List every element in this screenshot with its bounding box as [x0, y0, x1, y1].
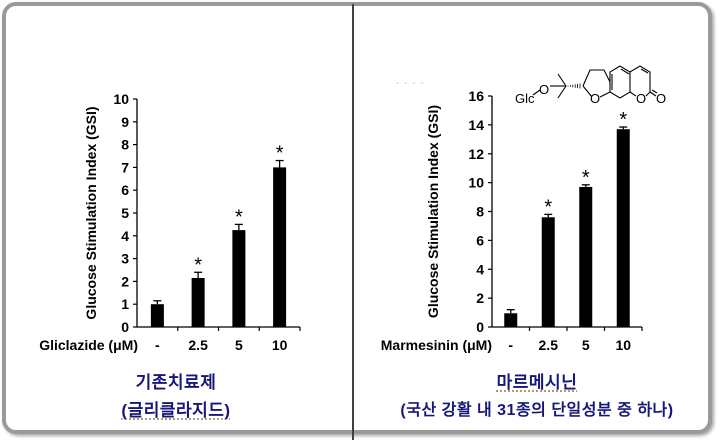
y-tick-label: 10 [468, 175, 484, 191]
y-tick-label: 14 [468, 117, 484, 133]
marmesinin-bar-chart: 0 2 4 6 8 10 12 14 16 - * 2.5 * 5 * 10 Marmesinin (μM) Gl… [381, 65, 666, 353]
x-tick-label: - [155, 337, 160, 353]
bar [273, 167, 287, 327]
x-tick-label: 2.5 [188, 337, 208, 353]
significance-asterisk: * [619, 109, 627, 131]
bar [541, 217, 555, 327]
dotted-marker: - - - - [396, 78, 425, 89]
figure-frame [2, 2, 712, 434]
x-tick-label: 10 [615, 337, 631, 353]
significance-asterisk: * [235, 206, 243, 228]
bar [150, 304, 164, 327]
svg-text:O: O [636, 91, 646, 106]
y-tick-label: 5 [121, 205, 129, 221]
x-tick-label: 10 [272, 337, 288, 353]
right-caption-subtitle: (국산 강활 내 31종의 단일성분 중 하나) [400, 402, 674, 419]
svg-text:Glc: Glc [515, 91, 535, 106]
gliclazide-bar-chart: 0 1 2 3 4 5 6 7 8 9 10 - * 2.5 * 5 * 10 Gliclazide (μM) Glu… [39, 91, 301, 353]
x-tick-label: 5 [235, 337, 243, 353]
y-tick-label: 8 [476, 204, 484, 220]
y-tick-label: 8 [121, 137, 129, 153]
y-tick-label: 3 [121, 251, 129, 267]
right-caption-title: 마르메시닌 [496, 373, 578, 392]
y-axis-label: Glucose Stimulation Index (GSI) [425, 105, 441, 318]
bar [232, 230, 246, 327]
y-tick-label: 0 [121, 319, 129, 335]
y-tick-label: 10 [113, 91, 129, 107]
significance-asterisk: * [582, 167, 590, 189]
bar [191, 277, 205, 327]
x-tick-label: 2.5 [539, 337, 559, 353]
svg-text:O: O [656, 91, 666, 106]
y-tick-label: 16 [468, 88, 484, 104]
left-panel: 0 1 2 3 4 5 6 7 8 9 10 - * 2.5 * 5 * 10 Gliclazide (μM) Glu… [0, 0, 352, 442]
y-tick-label: 4 [121, 228, 129, 244]
y-tick-label: 7 [121, 159, 129, 175]
x-axis-label: Gliclazide (μM) [39, 337, 138, 353]
x-axis-label: Marmesinin (μM) [381, 337, 492, 353]
y-axis-label: Glucose Stimulation Index (GSI) [83, 106, 99, 319]
significance-asterisk: * [276, 143, 284, 165]
y-tick-label: 12 [468, 146, 484, 162]
panel-divider [352, 4, 354, 440]
y-tick-label: 4 [476, 261, 484, 277]
y-tick-label: 6 [121, 182, 129, 198]
left-caption-title: 기존치료제 [135, 373, 217, 392]
y-tick-label: 2 [476, 290, 484, 306]
y-tick-label: 9 [121, 114, 129, 130]
right-panel: 0 2 4 6 8 10 12 14 16 - * 2.5 * 5 * 10 Marmesinin (μM) Gl… [354, 0, 720, 442]
significance-asterisk: * [194, 254, 202, 276]
y-tick-label: 6 [476, 232, 484, 248]
y-tick-label: 1 [121, 296, 129, 312]
y-tick-label: 2 [121, 273, 129, 289]
svg-text:O: O [590, 91, 600, 106]
left-caption-subtitle: (글리클라지드) [121, 401, 231, 420]
x-tick-label: 5 [582, 337, 590, 353]
y-tick-label: 0 [476, 319, 484, 335]
x-tick-label: - [508, 337, 513, 353]
svg-text:O: O [539, 82, 549, 97]
bar [579, 186, 593, 327]
bar [616, 129, 630, 327]
bar [504, 313, 518, 327]
significance-asterisk: * [544, 196, 552, 218]
